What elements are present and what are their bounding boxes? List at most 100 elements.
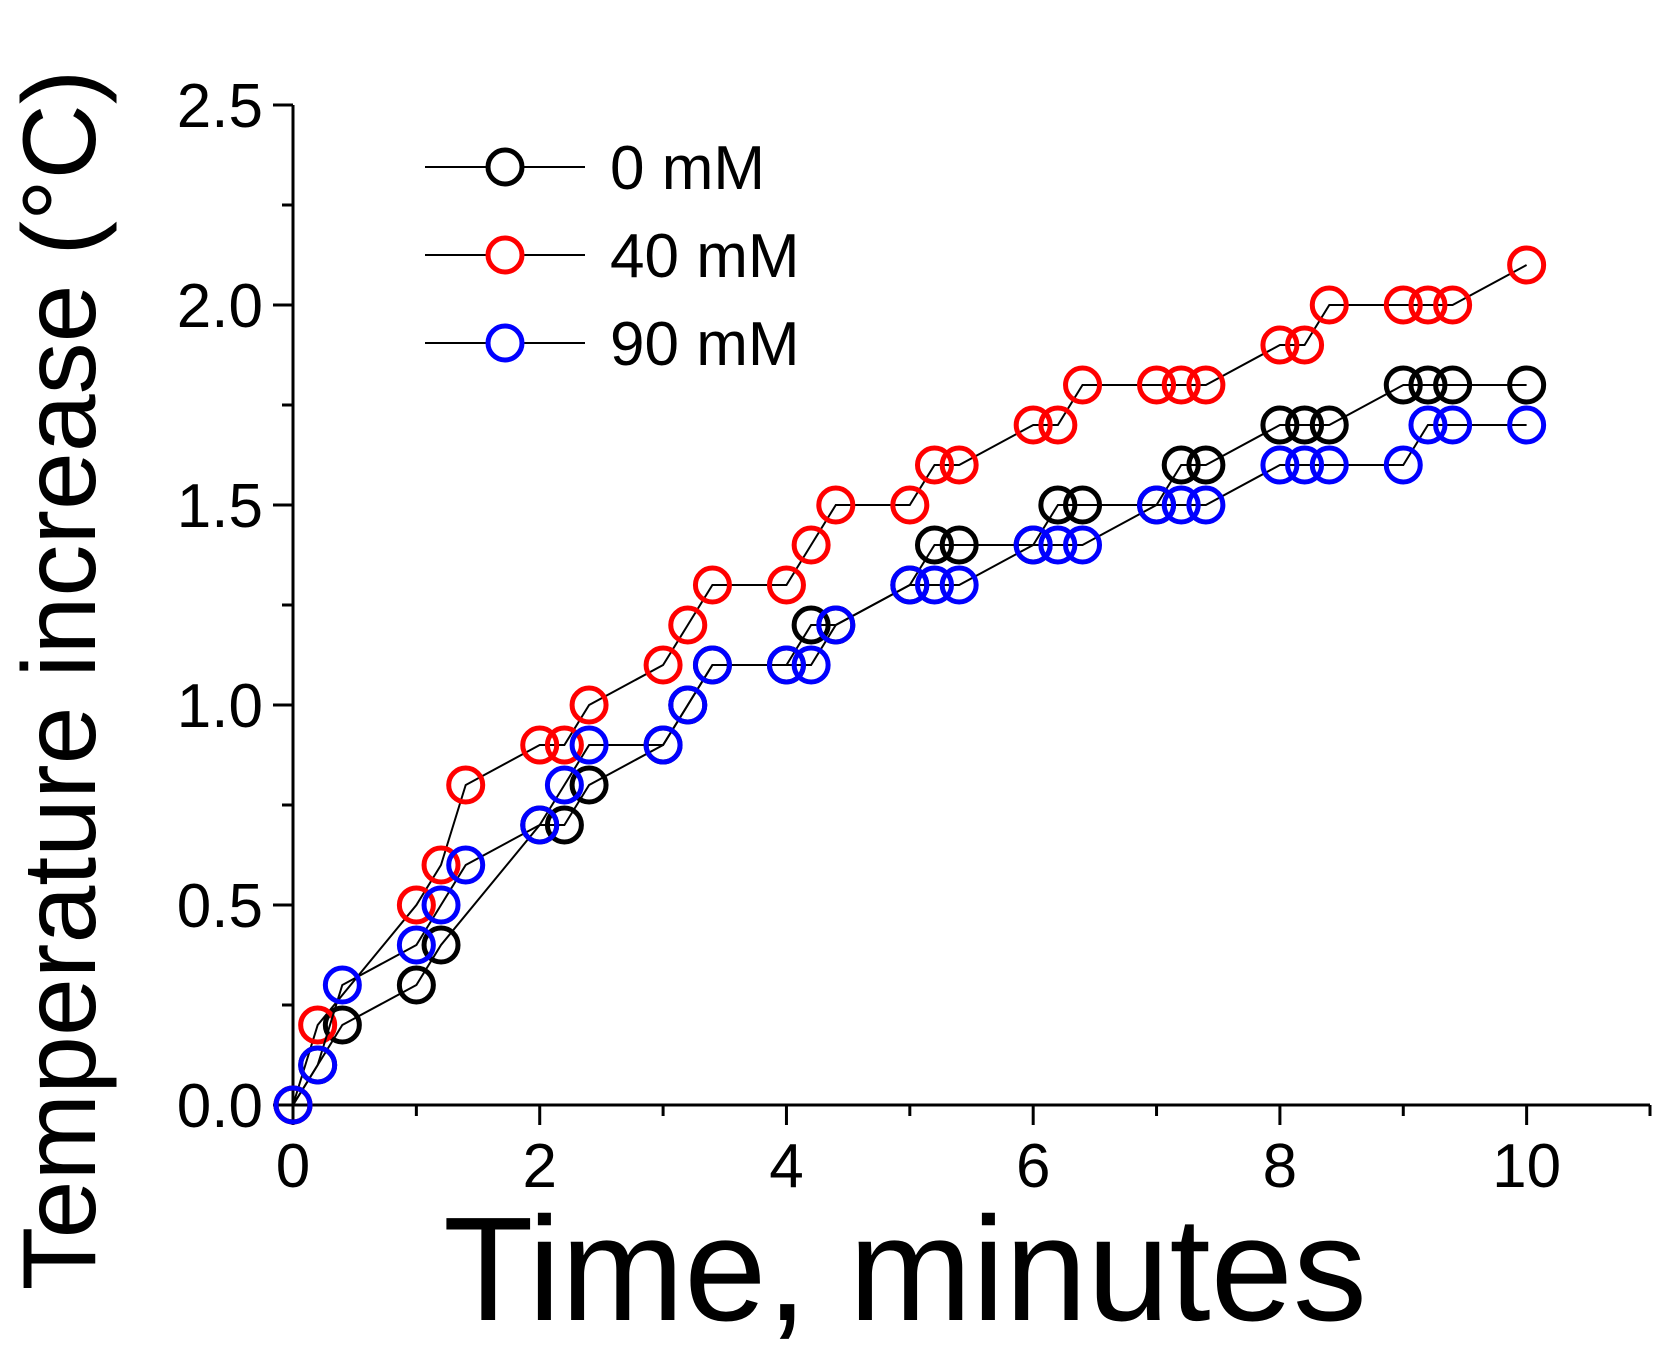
legend-marker [485, 323, 525, 363]
data-point [569, 685, 609, 725]
data-point [273, 1085, 313, 1125]
legend-item: 0 mM [425, 134, 765, 203]
data-point [939, 525, 979, 565]
series-0-mm [273, 365, 1547, 1125]
data-point [569, 725, 609, 765]
series-line [292, 264, 1528, 1106]
ticks [273, 103, 1652, 1125]
data-point [1285, 325, 1325, 365]
legend-marker [485, 147, 525, 187]
data-point [421, 925, 461, 965]
data-point [1285, 405, 1325, 445]
tick-labels: 0 2 4 6 8 10 0.0 0.5 1.0 1.5 2.0 2.5 [177, 72, 1561, 1201]
data-point [1161, 485, 1201, 525]
data-point [446, 765, 486, 805]
data-point [544, 805, 584, 845]
x-tick-label: 8 [1263, 1132, 1297, 1201]
series-90-mm [273, 405, 1547, 1125]
data-point [914, 565, 954, 605]
legend-item: 40 mM [425, 222, 799, 291]
data-point [569, 765, 609, 805]
data-point [1260, 445, 1300, 485]
y-tick-label: 1.5 [177, 472, 263, 541]
data-point [1309, 285, 1349, 325]
data-point [890, 565, 930, 605]
data-point [1285, 445, 1325, 485]
x-tick-label: 4 [769, 1132, 803, 1201]
data-point [668, 685, 708, 725]
data-point [766, 565, 806, 605]
data-point [396, 885, 436, 925]
data-point [1186, 445, 1226, 485]
data-point [1309, 405, 1349, 445]
series-40-mm [273, 245, 1547, 1125]
data-point [1161, 445, 1201, 485]
data-point [1013, 405, 1053, 445]
data-point [939, 565, 979, 605]
y-tick-label: 1.0 [177, 672, 263, 741]
data-point [1038, 525, 1078, 565]
data-point [1038, 405, 1078, 445]
data-point [396, 925, 436, 965]
data-point [791, 645, 831, 685]
x-tick-label: 6 [1016, 1132, 1050, 1201]
data-point [1507, 245, 1547, 285]
data-point [1408, 405, 1448, 445]
data-point [914, 525, 954, 565]
data-point [668, 605, 708, 645]
data-point [1186, 365, 1226, 405]
data-point [520, 725, 560, 765]
data-point [939, 445, 979, 485]
data-point [298, 1045, 338, 1085]
data-point [1063, 485, 1103, 525]
data-point [1309, 445, 1349, 485]
data-point [766, 645, 806, 685]
y-tick-label: 2.0 [177, 272, 263, 341]
data-point [1260, 325, 1300, 365]
data-point [791, 605, 831, 645]
legend-marker [485, 235, 525, 275]
data-point [643, 645, 683, 685]
data-point [298, 1005, 338, 1045]
data-point [1433, 285, 1473, 325]
data-point [1260, 405, 1300, 445]
x-axis-title: Time, minutes [443, 1187, 1367, 1352]
y-tick-label: 2.5 [177, 72, 263, 141]
data-point [816, 485, 856, 525]
data-point [1038, 485, 1078, 525]
data-point [1161, 365, 1201, 405]
series-line [292, 384, 1527, 1106]
data-point [1383, 365, 1423, 405]
data-point [1433, 405, 1473, 445]
data-point [1186, 485, 1226, 525]
legend-label: 90 mM [610, 310, 799, 379]
data-point [1433, 365, 1473, 405]
legend: 0 mM 40 mM 90 mM [425, 134, 799, 379]
data-point [1063, 365, 1103, 405]
data-point [544, 765, 584, 805]
data-point [1507, 365, 1547, 405]
data-point [791, 525, 831, 565]
data-point [421, 845, 461, 885]
data-point [1408, 285, 1448, 325]
data-point [1013, 525, 1053, 565]
x-tick-label: 0 [276, 1132, 310, 1201]
data-point [1137, 365, 1177, 405]
legend-item: 90 mM [425, 310, 799, 379]
data-point [322, 1005, 362, 1045]
y-tick-label: 0.5 [177, 872, 263, 941]
data-point [692, 565, 732, 605]
y-tick-label: 0.0 [177, 1072, 263, 1141]
data-point [544, 725, 584, 765]
data-point [322, 965, 362, 1005]
series-line [292, 424, 1527, 1106]
x-tick-label: 10 [1492, 1132, 1561, 1201]
data-point [396, 965, 436, 1005]
data-point [1507, 405, 1547, 445]
data-point [1137, 485, 1177, 525]
data-point [643, 725, 683, 765]
data-point [816, 605, 856, 645]
data-point [1383, 445, 1423, 485]
data-point [890, 485, 930, 525]
